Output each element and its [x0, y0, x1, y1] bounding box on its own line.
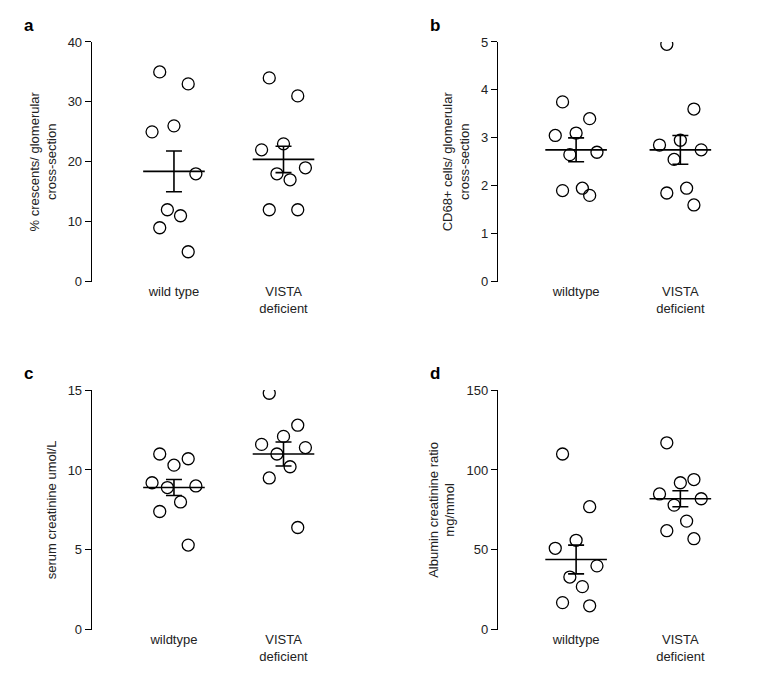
svg-text:0: 0	[481, 622, 488, 637]
svg-text:3: 3	[481, 130, 488, 145]
svg-text:b: b	[430, 16, 440, 35]
svg-text:150: 150	[467, 383, 489, 398]
svg-text:0: 0	[75, 274, 82, 289]
svg-text:VISTAdeficient: VISTAdeficient	[656, 284, 705, 316]
svg-text:a: a	[24, 16, 34, 35]
svg-text:wildtype: wildtype	[552, 284, 600, 299]
svg-text:d: d	[430, 364, 440, 383]
svg-text:4: 4	[481, 82, 488, 97]
svg-text:VISTAdeficient: VISTAdeficient	[259, 632, 308, 664]
svg-text:wildtype: wildtype	[552, 632, 600, 647]
svg-text:serum creatinine umol/L: serum creatinine umol/L	[44, 441, 59, 580]
svg-text:40: 40	[68, 34, 82, 49]
svg-text:5: 5	[75, 542, 82, 557]
svg-text:c: c	[24, 364, 33, 383]
svg-text:30: 30	[68, 94, 82, 109]
svg-text:wild type: wild type	[148, 284, 200, 299]
svg-text:Albumin creatinine ratiomg/mmo: Albumin creatinine ratiomg/mmol	[426, 442, 458, 578]
svg-text:0: 0	[481, 274, 488, 289]
svg-text:VISTAdeficient: VISTAdeficient	[259, 284, 308, 316]
svg-text:wildtype: wildtype	[149, 632, 197, 647]
svg-text:100: 100	[467, 463, 489, 478]
svg-text:10: 10	[68, 214, 82, 229]
svg-text:50: 50	[474, 542, 488, 557]
svg-text:20: 20	[68, 154, 82, 169]
svg-text:1: 1	[481, 226, 488, 241]
svg-text:2: 2	[481, 178, 488, 193]
svg-text:0: 0	[75, 622, 82, 637]
svg-text:VISTAdeficient: VISTAdeficient	[656, 632, 705, 664]
svg-text:15: 15	[68, 383, 82, 398]
svg-text:% crescents/ glomerularcross-s: % crescents/ glomerularcross-section	[27, 91, 59, 231]
svg-text:10: 10	[68, 463, 82, 478]
svg-text:CD68+ cells/ glomerularcross-s: CD68+ cells/ glomerularcross-section	[440, 92, 472, 232]
svg-text:5: 5	[481, 34, 488, 49]
